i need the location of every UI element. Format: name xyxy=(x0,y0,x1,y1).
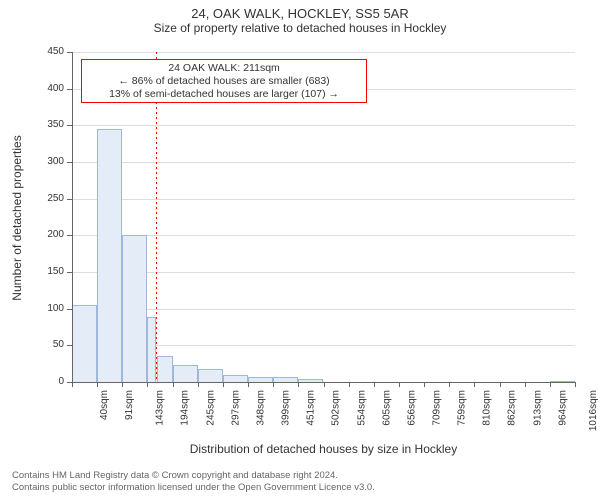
x-tick-mark xyxy=(449,382,450,387)
x-tick-label: 502sqm xyxy=(331,390,342,426)
x-tick-mark xyxy=(324,382,325,387)
gridline xyxy=(72,309,575,310)
histogram-bar xyxy=(173,365,198,382)
y-tick-label: 200 xyxy=(34,229,64,240)
annotation-line: 24 OAK WALK: 211sqm xyxy=(86,62,362,75)
gridline xyxy=(72,125,575,126)
y-tick-label: 100 xyxy=(34,303,64,314)
x-tick-mark xyxy=(474,382,475,387)
x-tick-label: 91sqm xyxy=(124,390,135,420)
histogram-bar xyxy=(122,235,147,382)
y-tick-label: 0 xyxy=(34,376,64,387)
gridline xyxy=(72,235,575,236)
y-tick-label: 400 xyxy=(34,83,64,94)
x-tick-label: 656sqm xyxy=(406,390,417,426)
address-title: 24, OAK WALK, HOCKLEY, SS5 5AR xyxy=(0,6,600,21)
histogram-bar xyxy=(97,129,122,382)
x-axis-label: Distribution of detached houses by size … xyxy=(72,442,575,456)
y-tick-label: 50 xyxy=(34,339,64,350)
x-tick-mark xyxy=(248,382,249,387)
annotation-line: 13% of semi-detached houses are larger (… xyxy=(86,88,362,101)
x-tick-mark xyxy=(223,382,224,387)
x-tick-label: 245sqm xyxy=(205,390,216,426)
x-tick-mark xyxy=(147,382,148,387)
x-tick-label: 810sqm xyxy=(482,390,493,426)
x-tick-mark xyxy=(399,382,400,387)
x-tick-label: 297sqm xyxy=(230,390,241,426)
footer-line-2: Contains public sector information licen… xyxy=(12,482,375,494)
x-tick-label: 913sqm xyxy=(532,390,543,426)
x-tick-label: 143sqm xyxy=(155,390,166,426)
y-tick-label: 350 xyxy=(34,119,64,130)
x-tick-label: 709sqm xyxy=(432,390,443,426)
gridline xyxy=(72,199,575,200)
x-tick-label: 348sqm xyxy=(255,390,266,426)
gridline xyxy=(72,52,575,53)
histogram-bar xyxy=(147,317,156,382)
annotation-line: ← 86% of detached houses are smaller (68… xyxy=(86,75,362,88)
x-tick-mark xyxy=(273,382,274,387)
x-tick-label: 605sqm xyxy=(381,390,392,426)
x-tick-label: 554sqm xyxy=(356,390,367,426)
chart-plot-area: 05010015020025030035040045040sqm91sqm143… xyxy=(72,52,575,382)
y-tick-label: 150 xyxy=(34,266,64,277)
gridline xyxy=(72,272,575,273)
x-tick-mark xyxy=(575,382,576,387)
x-tick-mark xyxy=(72,382,73,387)
x-tick-mark xyxy=(349,382,350,387)
x-tick-mark xyxy=(298,382,299,387)
x-tick-mark xyxy=(198,382,199,387)
x-tick-label: 964sqm xyxy=(557,390,568,426)
histogram-bar xyxy=(72,305,97,382)
x-tick-label: 1016sqm xyxy=(588,390,599,431)
x-tick-label: 451sqm xyxy=(306,390,317,426)
x-tick-label: 399sqm xyxy=(281,390,292,426)
chart-header: 24, OAK WALK, HOCKLEY, SS5 5AR Size of p… xyxy=(0,0,600,35)
y-tick-label: 300 xyxy=(34,156,64,167)
x-tick-mark xyxy=(424,382,425,387)
y-axis xyxy=(72,52,73,382)
y-axis-label: Number of detached properties xyxy=(10,53,24,383)
x-tick-mark xyxy=(374,382,375,387)
histogram-bar xyxy=(157,356,173,382)
footer-line-1: Contains HM Land Registry data © Crown c… xyxy=(12,470,375,482)
x-tick-label: 759sqm xyxy=(457,390,468,426)
x-tick-label: 862sqm xyxy=(507,390,518,426)
x-tick-mark xyxy=(500,382,501,387)
annotation-box: 24 OAK WALK: 211sqm← 86% of detached hou… xyxy=(81,59,367,103)
x-tick-label: 40sqm xyxy=(99,390,110,420)
x-tick-mark xyxy=(525,382,526,387)
attribution-footer: Contains HM Land Registry data © Crown c… xyxy=(12,470,375,494)
histogram-bar xyxy=(198,369,223,382)
histogram-bar xyxy=(223,375,248,382)
y-tick-label: 450 xyxy=(34,46,64,57)
gridline xyxy=(72,162,575,163)
y-tick-label: 250 xyxy=(34,193,64,204)
chart-subtitle: Size of property relative to detached ho… xyxy=(0,21,600,35)
x-tick-mark xyxy=(173,382,174,387)
x-tick-mark xyxy=(122,382,123,387)
x-tick-label: 194sqm xyxy=(180,390,191,426)
x-tick-mark xyxy=(97,382,98,387)
x-tick-mark xyxy=(550,382,551,387)
